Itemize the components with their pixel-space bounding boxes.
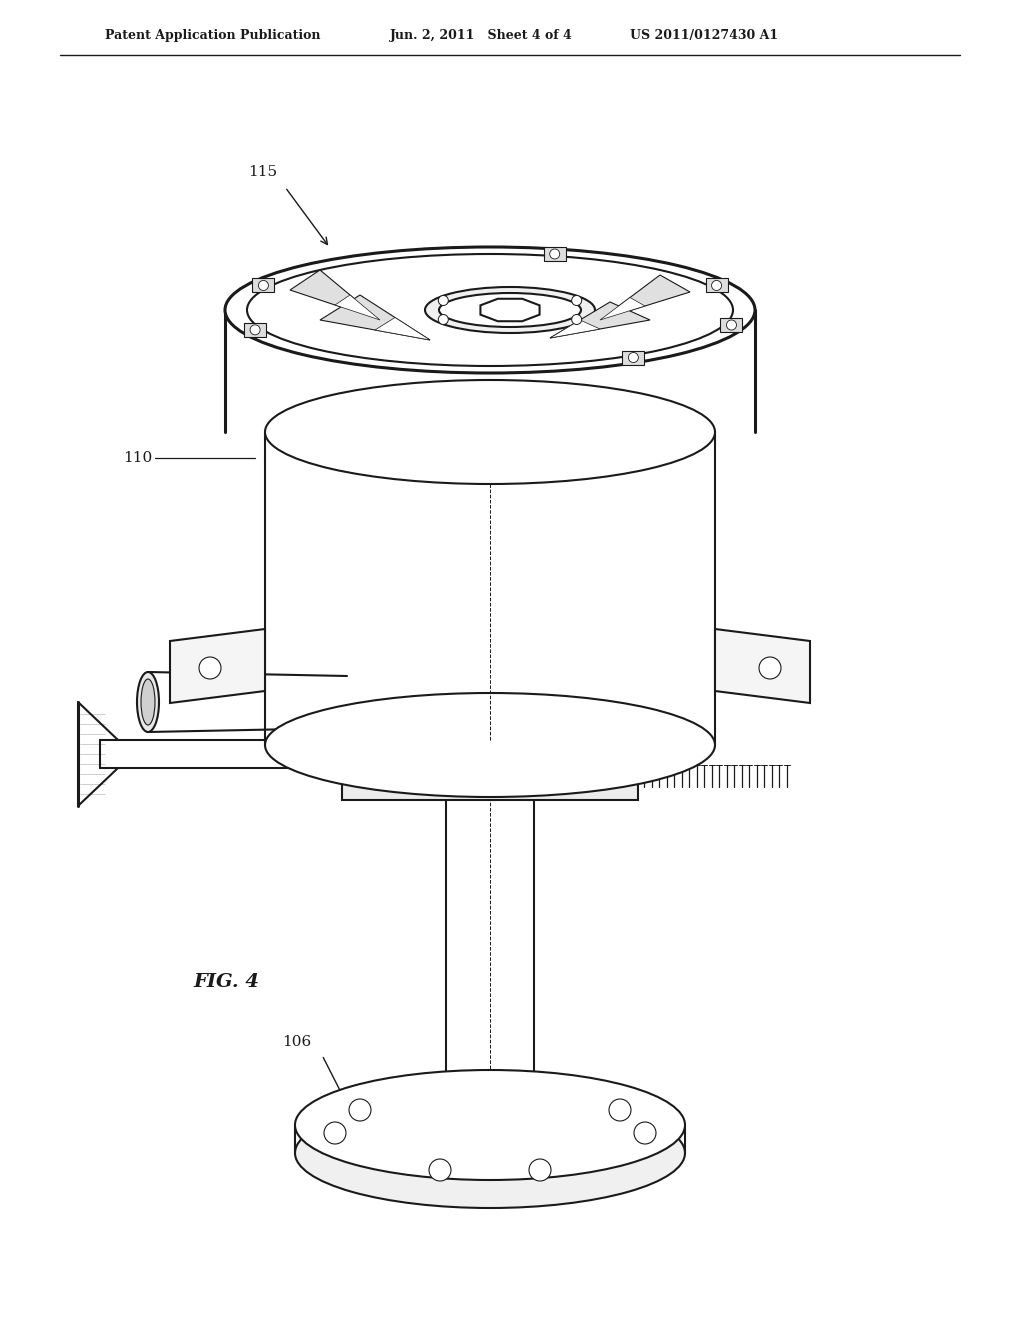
Polygon shape bbox=[170, 630, 265, 704]
Ellipse shape bbox=[265, 380, 715, 484]
Ellipse shape bbox=[295, 1071, 685, 1180]
Polygon shape bbox=[335, 294, 380, 319]
Circle shape bbox=[759, 657, 781, 678]
Ellipse shape bbox=[425, 286, 595, 333]
Circle shape bbox=[258, 280, 268, 290]
Text: FIG. 4: FIG. 4 bbox=[193, 973, 259, 991]
Text: 102: 102 bbox=[345, 281, 374, 294]
Circle shape bbox=[571, 314, 582, 325]
Text: 106: 106 bbox=[282, 1035, 311, 1049]
Circle shape bbox=[199, 657, 221, 678]
Ellipse shape bbox=[137, 672, 159, 733]
Polygon shape bbox=[600, 275, 690, 319]
Circle shape bbox=[438, 314, 449, 325]
Circle shape bbox=[438, 296, 449, 305]
Circle shape bbox=[402, 768, 418, 784]
Text: 104: 104 bbox=[360, 305, 389, 319]
FancyBboxPatch shape bbox=[342, 752, 638, 800]
Circle shape bbox=[550, 249, 560, 259]
Circle shape bbox=[609, 1100, 631, 1121]
Polygon shape bbox=[244, 323, 266, 337]
Text: 115: 115 bbox=[248, 165, 278, 180]
Polygon shape bbox=[253, 279, 274, 293]
Polygon shape bbox=[375, 318, 430, 341]
Circle shape bbox=[429, 1159, 451, 1181]
Circle shape bbox=[571, 296, 582, 305]
Polygon shape bbox=[319, 294, 430, 341]
Polygon shape bbox=[480, 298, 540, 321]
Polygon shape bbox=[721, 318, 742, 333]
Polygon shape bbox=[600, 297, 645, 319]
Circle shape bbox=[726, 319, 736, 330]
Polygon shape bbox=[715, 630, 810, 704]
Polygon shape bbox=[290, 271, 380, 319]
Polygon shape bbox=[706, 279, 728, 293]
Circle shape bbox=[324, 1122, 346, 1144]
Circle shape bbox=[349, 1100, 371, 1121]
Ellipse shape bbox=[295, 1098, 685, 1208]
Text: 110: 110 bbox=[123, 451, 152, 465]
Ellipse shape bbox=[247, 253, 733, 366]
Text: Jun. 2, 2011   Sheet 4 of 4: Jun. 2, 2011 Sheet 4 of 4 bbox=[390, 29, 572, 41]
Text: US 2011/0127430 A1: US 2011/0127430 A1 bbox=[630, 29, 778, 41]
Circle shape bbox=[529, 1159, 551, 1181]
Polygon shape bbox=[550, 319, 600, 338]
Circle shape bbox=[562, 768, 578, 784]
Polygon shape bbox=[550, 302, 650, 338]
Circle shape bbox=[712, 280, 722, 290]
Circle shape bbox=[250, 325, 260, 335]
Ellipse shape bbox=[439, 293, 581, 327]
Ellipse shape bbox=[225, 247, 755, 374]
Polygon shape bbox=[623, 351, 644, 364]
Circle shape bbox=[629, 352, 638, 363]
Ellipse shape bbox=[141, 678, 155, 725]
Text: —114: —114 bbox=[565, 271, 609, 285]
Circle shape bbox=[634, 1122, 656, 1144]
Polygon shape bbox=[544, 247, 565, 261]
Text: Patent Application Publication: Patent Application Publication bbox=[105, 29, 321, 41]
Ellipse shape bbox=[265, 693, 715, 797]
